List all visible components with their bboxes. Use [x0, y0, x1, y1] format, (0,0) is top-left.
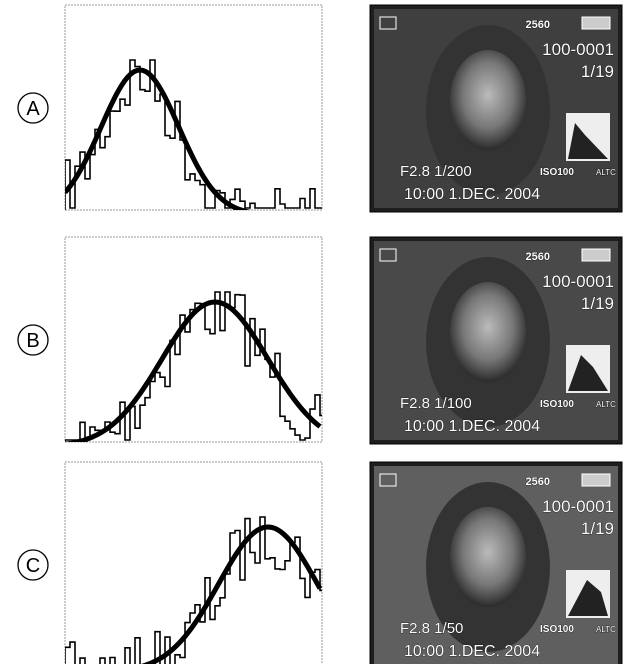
mini-histogram-shape — [568, 123, 608, 159]
subject-face — [450, 507, 526, 607]
image-size: 2560 — [526, 476, 550, 488]
histogram-curve — [140, 524, 322, 664]
folder-number: 100-0001 — [542, 497, 614, 516]
image-count: 1/19 — [581, 519, 614, 538]
folder-number: 100-0001 — [542, 272, 614, 291]
row: A 2560 100-0001 1/19 F2.8 1/200 ISO100 ALTC 10:… — [17, 4, 623, 213]
label-circle — [17, 92, 49, 124]
folder-number: 100-0001 — [542, 40, 614, 59]
mini-histogram-shape — [568, 355, 608, 391]
row: C 2560 100-0001 1/19 F2.8 1/50 ISO100 ALTC 10:0… — [17, 461, 623, 664]
white-balance: ALTC — [596, 625, 616, 634]
date-time: 10:00 1.DEC. 2004 — [404, 186, 540, 203]
exposure: F2.8 1/100 — [400, 395, 472, 412]
image-count: 1/19 — [581, 294, 614, 313]
histogram-steps — [65, 59, 322, 210]
histogram-frame — [64, 4, 323, 211]
image-size: 2560 — [526, 251, 550, 263]
label-circle — [17, 549, 49, 581]
image-count: 1/19 — [581, 62, 614, 81]
battery-icon — [581, 473, 611, 487]
histogram-frame — [64, 461, 323, 664]
play-icon — [379, 16, 397, 30]
iso: ISO100 — [540, 167, 574, 178]
row-label: A — [26, 98, 40, 120]
subject-face — [450, 282, 526, 382]
battery-icon — [581, 16, 611, 30]
white-balance: ALTC — [596, 168, 616, 177]
battery-icon — [581, 248, 611, 262]
date-time: 10:00 1.DEC. 2004 — [404, 643, 540, 660]
exposure: F2.8 1/50 — [400, 620, 463, 637]
mini-histogram-shape — [568, 580, 608, 616]
exposure: F2.8 1/200 — [400, 163, 472, 180]
image-size: 2560 — [526, 19, 550, 31]
histogram-frame — [64, 236, 323, 443]
histogram-curve — [65, 299, 322, 442]
subject-face — [450, 50, 526, 150]
play-icon — [379, 248, 397, 262]
white-balance: ALTC — [596, 400, 616, 409]
row-label: B — [26, 330, 39, 352]
iso: ISO100 — [540, 399, 574, 410]
histogram-steps — [65, 291, 322, 442]
play-icon — [379, 473, 397, 487]
iso: ISO100 — [540, 624, 574, 635]
label-circle — [17, 324, 49, 356]
row-label: C — [26, 555, 40, 577]
row: B 2560 100-0001 1/19 F2.8 1/100 ISO100 ALTC 10:… — [17, 236, 623, 445]
date-time: 10:00 1.DEC. 2004 — [404, 418, 540, 435]
histogram-curve — [65, 67, 252, 210]
